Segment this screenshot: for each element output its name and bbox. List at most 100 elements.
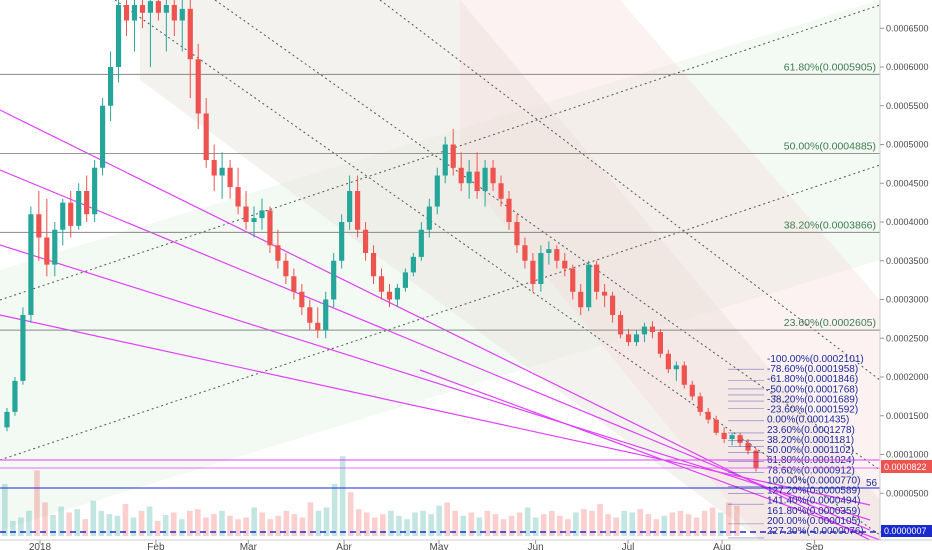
volume-bar <box>339 456 346 536</box>
y-tick-label: 0.0003500 <box>886 256 929 266</box>
channel-band-pink <box>460 0 880 540</box>
volume-bar <box>420 510 426 536</box>
candle-body <box>370 253 377 277</box>
fib-minor-label: 200.00%(0.0000105) <box>767 516 860 527</box>
y-tick-label: 0.0003000 <box>886 295 929 305</box>
fib-minor-label: 0.00%(0.0001435) <box>767 415 849 426</box>
plot-background <box>0 0 880 540</box>
fib-minor-label: 50.00%(0.0001102) <box>767 445 854 456</box>
candle-body <box>355 191 361 230</box>
fib-minor-label: 61.80%(0.0001024) <box>767 455 855 466</box>
fib-major-label: 23.60%(0.0002605) <box>784 317 876 329</box>
volume-bar <box>178 519 185 536</box>
candle-body <box>729 435 735 439</box>
candle-body <box>625 334 632 343</box>
candle-body <box>546 249 552 253</box>
candle-body <box>498 183 504 199</box>
fib-major-label: 38.20%(0.0003866) <box>784 219 876 231</box>
fib-minor-label: 141.40%(0.0000494) <box>767 496 860 507</box>
candle-body <box>44 237 50 265</box>
volume-bar <box>50 515 56 536</box>
fib-minor-label: 100.00%(0.0000770) <box>767 475 860 486</box>
volume-bar <box>524 507 531 536</box>
volume-bar <box>597 504 603 536</box>
candle-body <box>123 5 130 21</box>
volume-bar <box>573 512 579 536</box>
candle-body <box>107 67 114 106</box>
candle-body <box>633 334 640 343</box>
y-tick-label: 0.0005500 <box>886 101 929 111</box>
candle-body <box>100 105 106 168</box>
y-tick-label: 0.0000500 <box>886 488 929 498</box>
y-tick-label: 0.0002000 <box>886 372 929 382</box>
volume-badge-label: 0.0000007 <box>884 526 927 536</box>
volume-bar <box>18 517 24 536</box>
volume-bar <box>154 520 161 536</box>
candle-body <box>570 268 576 292</box>
plot-area[interactable]: 61.80%(0.0005905) 50.00%(0.0004885) 38.20%… <box>0 0 880 540</box>
candle-body <box>347 191 353 222</box>
volume-bar <box>363 512 370 536</box>
x-tick-label: Mar <box>240 542 258 550</box>
volume-bar <box>709 507 716 536</box>
candle-body <box>171 5 177 21</box>
volume-bar <box>492 514 499 536</box>
candle-body <box>275 245 281 261</box>
volume-bar <box>98 510 105 536</box>
volume-bar <box>10 520 16 536</box>
x-axis-ticks: 2018 Feb Mar Apr May Jun Jul Aug Sep <box>29 540 824 550</box>
volume-bar <box>26 510 32 536</box>
candle-body <box>36 214 42 238</box>
candle-body <box>219 167 225 176</box>
x-tick-label: 2018 <box>29 542 52 550</box>
volume-bar <box>500 519 507 536</box>
volume-bar <box>685 514 692 536</box>
candle-body <box>76 191 82 226</box>
candle-body <box>386 291 393 300</box>
volume-bar <box>653 519 660 536</box>
volume-bar <box>331 483 338 536</box>
candle-body <box>649 326 656 333</box>
volume-bar <box>621 510 627 536</box>
candle-body <box>315 322 321 331</box>
candle-body <box>251 218 257 222</box>
candle-body <box>84 191 90 215</box>
volume-bar <box>58 506 64 536</box>
y-tick-label: 0.0004500 <box>886 178 929 188</box>
candle-body <box>163 5 169 13</box>
candle-body <box>442 144 448 176</box>
candle-body <box>20 315 26 381</box>
volume-bar <box>717 512 724 536</box>
volume-bar <box>315 510 322 536</box>
volume-bar <box>629 512 636 536</box>
volume-badge <box>881 525 932 537</box>
candle-body <box>418 229 424 257</box>
candle-body <box>530 260 536 284</box>
candle-body <box>490 167 496 184</box>
candle-body <box>522 245 528 261</box>
candle-body <box>681 365 687 385</box>
volume-bar <box>2 483 8 536</box>
candle-body <box>227 167 233 188</box>
volume-bar <box>42 502 48 536</box>
volume-bar <box>557 515 563 536</box>
candle-body <box>394 287 401 300</box>
candle-body <box>12 380 18 412</box>
candle-body <box>179 8 185 21</box>
volume-bar <box>428 514 434 536</box>
x-tick-label: Jun <box>528 542 544 550</box>
y-tick-label: 0.0005000 <box>886 140 929 150</box>
volume-bar <box>444 502 451 536</box>
x-tick-label: Sep <box>806 542 824 550</box>
candle-body <box>713 419 719 433</box>
fib-minor-label: 38.20%(0.0001181) <box>767 435 854 446</box>
y-axis-ticks: 0.00000000.00005000.00010000.00015000.00… <box>880 23 929 537</box>
candle-body <box>339 222 345 261</box>
current-price-badge <box>881 460 932 473</box>
volume-bar <box>725 502 732 536</box>
volume-bar <box>589 510 595 536</box>
candle-body <box>211 160 217 176</box>
y-tick-label: 0.0004000 <box>886 217 929 227</box>
volume-bar <box>548 510 555 536</box>
